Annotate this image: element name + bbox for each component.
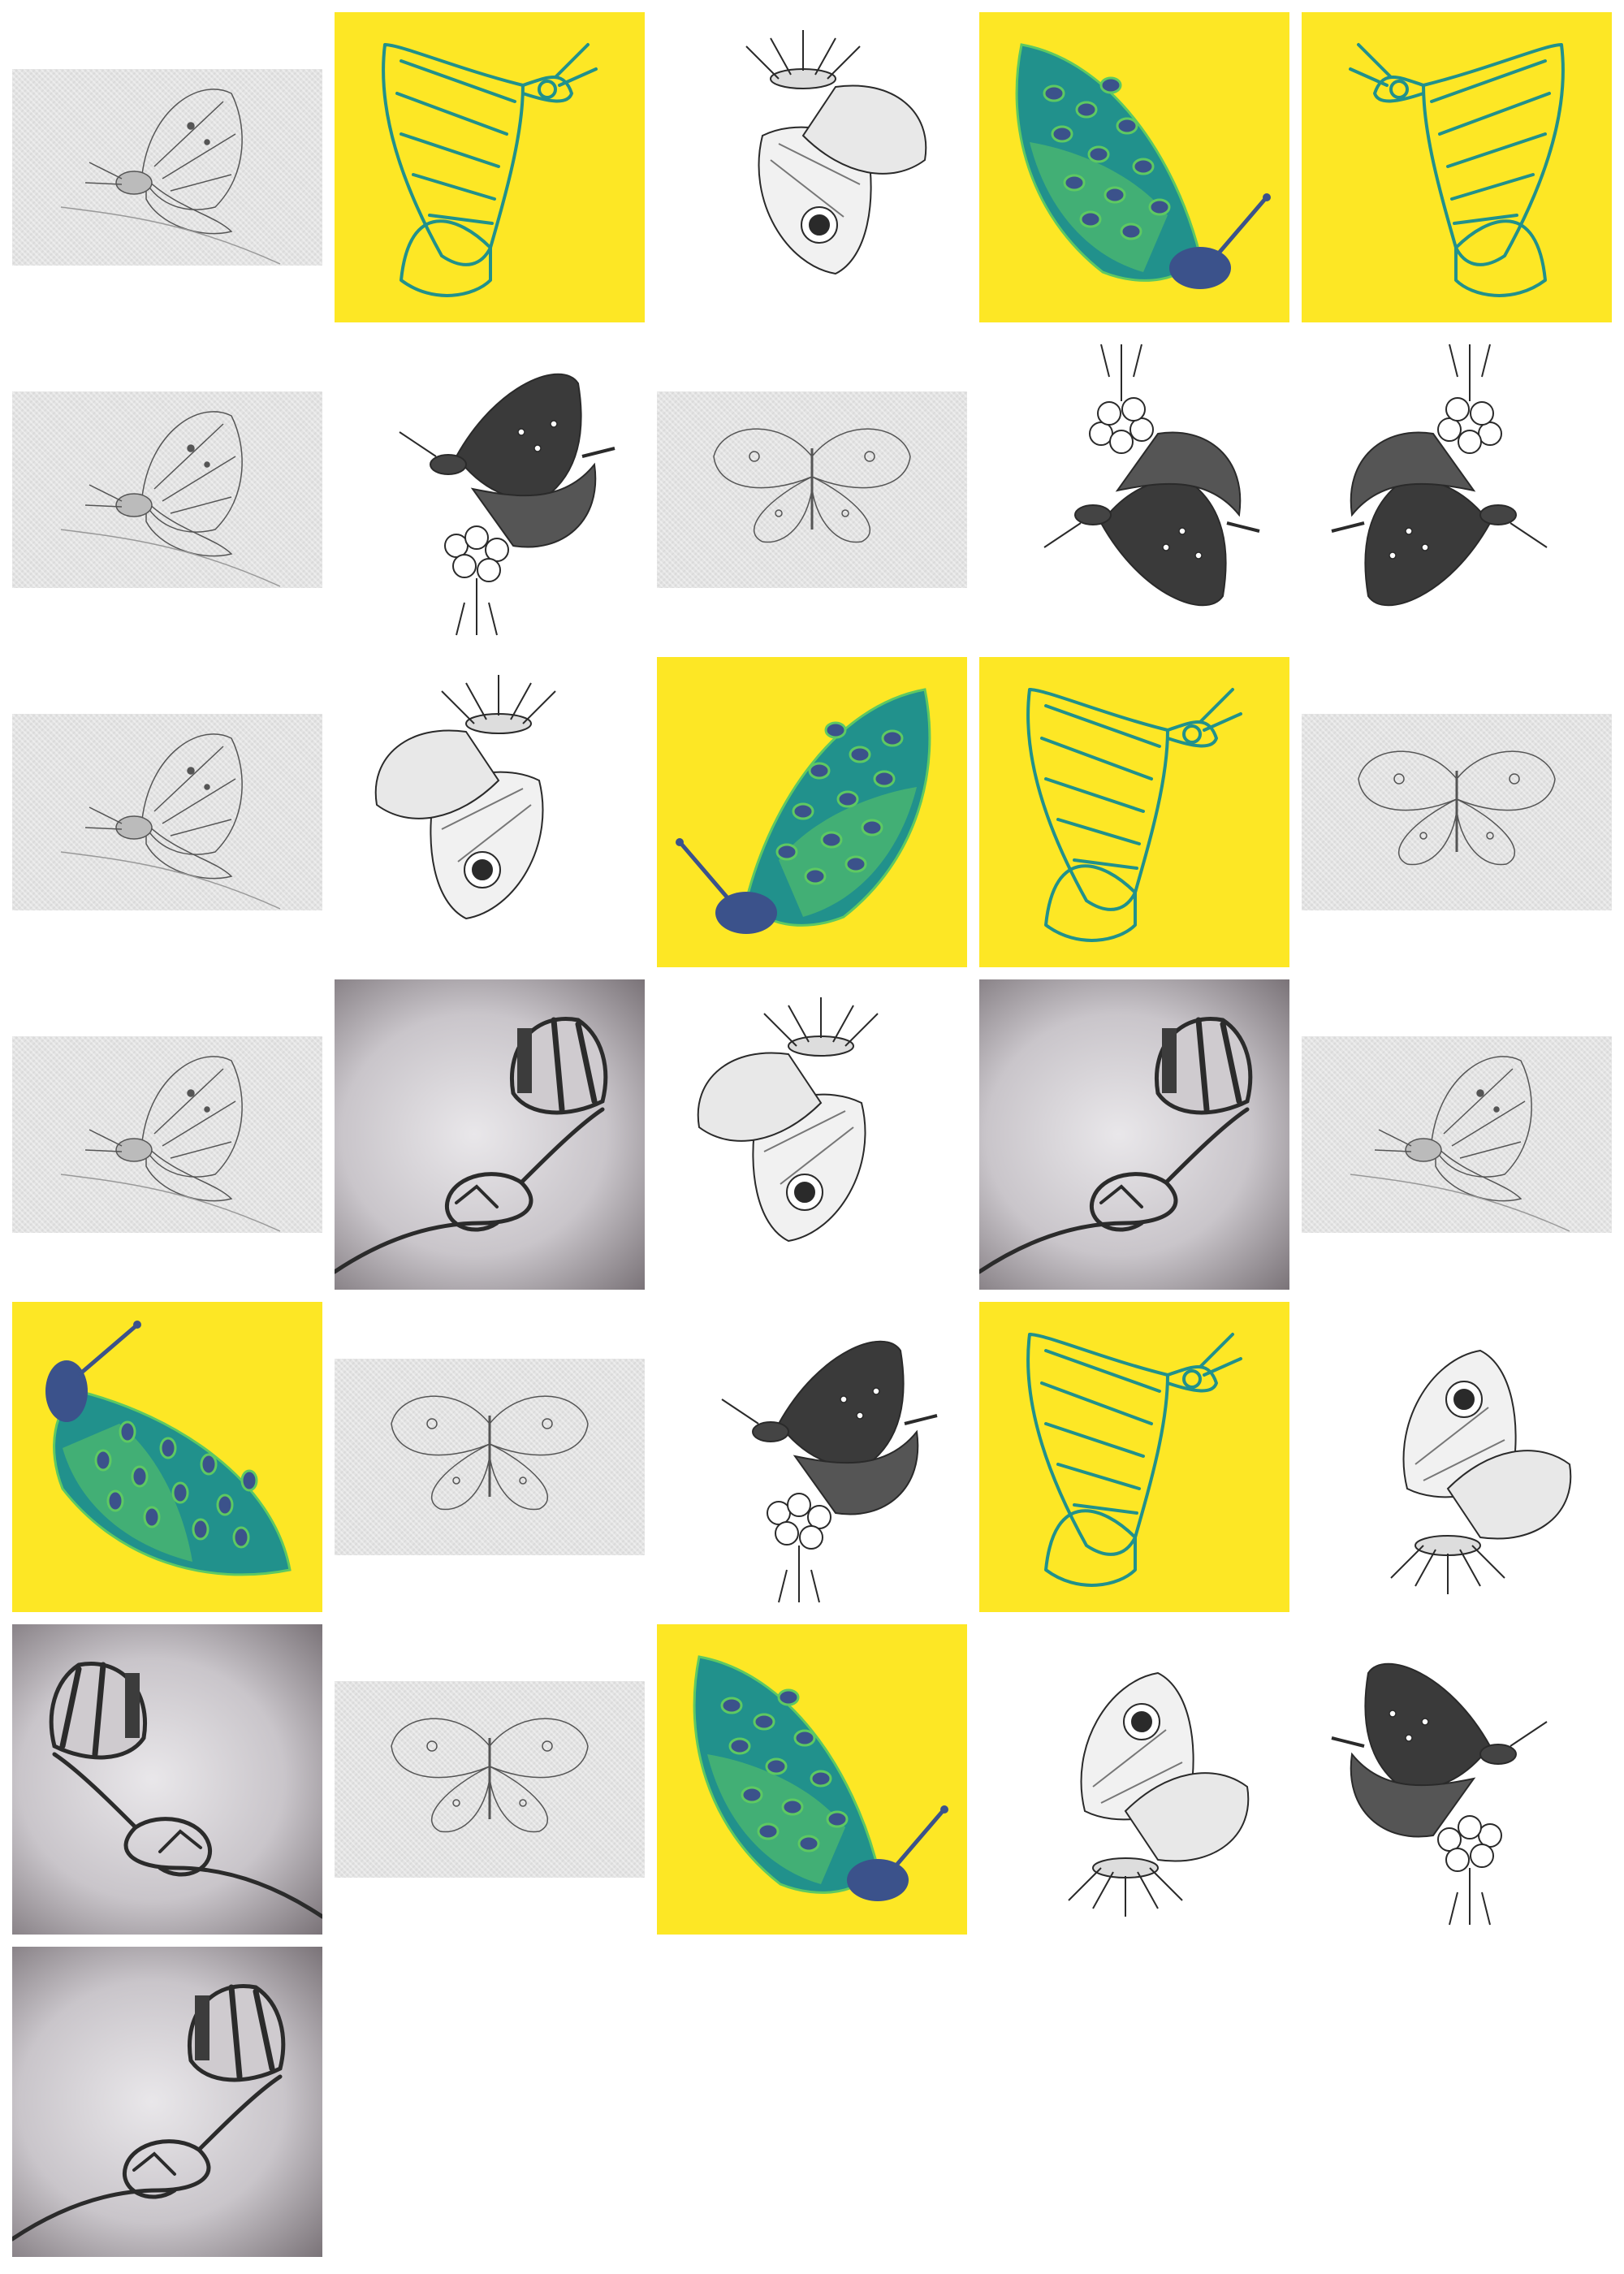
butterfly-illustration [399, 373, 615, 636]
butterfly-illustration [49, 1662, 322, 1919]
butterfly-illustration [382, 43, 598, 297]
gallery-image-swallowtail-flower-inverted[interactable] [979, 335, 1289, 645]
gallery-image-hand-butterfly[interactable] [335, 979, 645, 1290]
butterfly-illustration [1390, 1349, 1572, 1594]
butterfly-illustration [45, 1321, 292, 1576]
tile-background [12, 69, 322, 266]
butterfly-illustration [391, 1395, 589, 1511]
gallery-image-butterfly-eyespot-flower[interactable] [657, 979, 967, 1290]
gallery-image-butterfly-eyespot-flower[interactable] [657, 12, 967, 322]
gallery-image-butterfly-line[interactable] [979, 1302, 1289, 1612]
butterfly-illustration [374, 675, 556, 920]
butterfly-illustration [1015, 43, 1271, 289]
butterfly-illustration [693, 1655, 948, 1901]
butterfly-illustration [1026, 688, 1242, 942]
butterfly-illustration [12, 1984, 286, 2242]
butterfly-illustration [1331, 1662, 1548, 1926]
butterfly-illustration [60, 411, 281, 587]
gallery-image-butterfly-eyespot-flower[interactable] [335, 657, 645, 967]
butterfly-illustration [713, 428, 911, 543]
gallery-image-butterfly-open[interactable] [1302, 657, 1612, 967]
gallery-image-butterfly-open[interactable] [335, 1624, 645, 1935]
tile-background [1302, 1036, 1612, 1233]
gallery-image-butterfly-eyespot-flower[interactable] [979, 1624, 1289, 1935]
butterfly-illustration [60, 89, 281, 265]
gallery-image-butterfly-side[interactable] [12, 12, 322, 322]
gallery-image-butterfly-open[interactable] [657, 335, 967, 645]
gallery-image-butterfly-color[interactable] [657, 657, 967, 967]
butterfly-illustration [335, 1017, 608, 1274]
butterfly-illustration [1068, 1671, 1250, 1917]
gallery-image-swallowtail-flower-inverted[interactable] [1302, 335, 1612, 645]
gallery-image-butterfly-color[interactable] [979, 12, 1289, 322]
butterfly-illustration [1358, 750, 1556, 866]
gallery-image-butterfly-line[interactable] [1302, 12, 1612, 322]
butterfly-illustration [391, 1718, 589, 1833]
butterfly-illustration [1331, 344, 1548, 607]
gallery-image-swallowtail-flower[interactable] [1302, 1624, 1612, 1935]
butterfly-illustration [745, 30, 927, 275]
butterfly-illustration [1026, 1333, 1242, 1587]
butterfly-illustration [60, 1056, 281, 1232]
tile-background [335, 1681, 645, 1878]
gallery-image-butterfly-side[interactable] [1302, 979, 1612, 1290]
gallery-image-butterfly-side[interactable] [12, 335, 322, 645]
gallery-image-hand-butterfly[interactable] [12, 1624, 322, 1935]
gallery-image-butterfly-open[interactable] [335, 1302, 645, 1612]
butterfly-illustration [697, 997, 879, 1243]
butterfly-illustration [1350, 1056, 1570, 1232]
gallery-image-swallowtail-flower[interactable] [335, 335, 645, 645]
butterfly-illustration [676, 688, 931, 934]
gallery-image-hand-butterfly[interactable] [979, 979, 1289, 1290]
tile-background [12, 714, 322, 910]
butterfly-illustration [1349, 43, 1565, 297]
gallery-image-butterfly-color[interactable] [657, 1624, 967, 1935]
gallery-image-butterfly-color[interactable] [12, 1302, 322, 1612]
gallery-image-butterfly-side[interactable] [12, 979, 322, 1290]
gallery-image-butterfly-line[interactable] [335, 12, 645, 322]
gallery-image-butterfly-line[interactable] [979, 657, 1289, 967]
butterfly-illustration [1043, 344, 1260, 607]
gallery-image-hand-butterfly[interactable] [12, 1947, 322, 2257]
gallery-image-swallowtail-flower[interactable] [657, 1302, 967, 1612]
tile-background [12, 391, 322, 588]
butterfly-illustration [60, 733, 281, 910]
tile-background [12, 1036, 322, 1233]
butterfly-illustration [979, 1017, 1253, 1274]
gallery-image-butterfly-side[interactable] [12, 657, 322, 967]
gallery-image-butterfly-eyespot-flower[interactable] [1302, 1302, 1612, 1612]
butterfly-illustration [721, 1340, 938, 1603]
